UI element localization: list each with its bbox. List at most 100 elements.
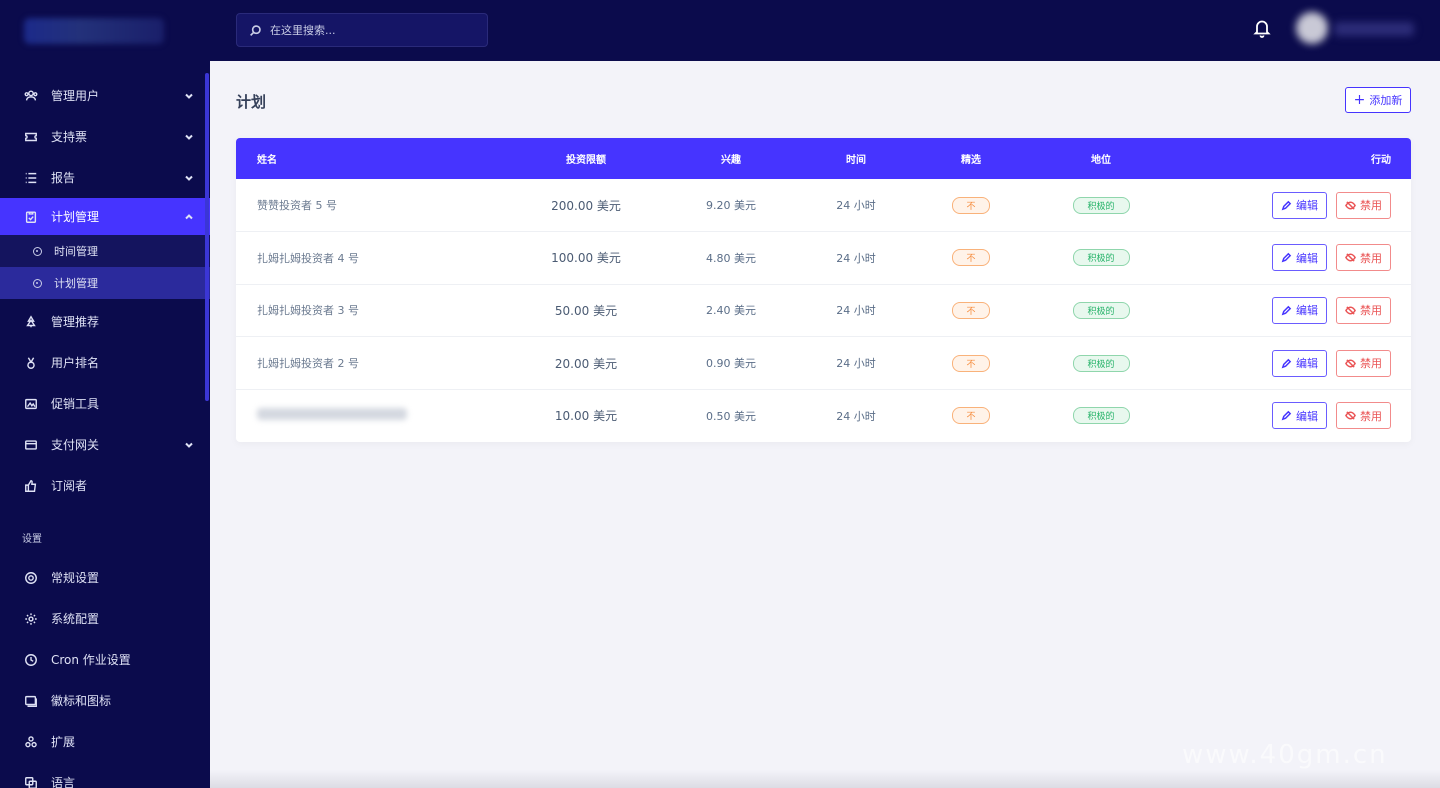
featured-cell: 不 xyxy=(906,389,1036,442)
edit-button[interactable]: 编辑 xyxy=(1272,349,1327,377)
featured-badge: 不 xyxy=(952,354,990,372)
pencil-icon xyxy=(1281,253,1292,263)
status-badge: 积极的 xyxy=(1072,196,1130,214)
edit-button[interactable]: 编辑 xyxy=(1272,296,1327,324)
sidebar-item-label: 用户排名 xyxy=(51,356,100,370)
plan-name: 扎姆扎姆投资者 3 号 xyxy=(257,304,359,318)
sidebar-item-reports[interactable]: 报告 xyxy=(0,157,210,198)
header-action: 行动 xyxy=(1371,155,1391,166)
plan-interest: 0.90 美元 xyxy=(706,357,756,371)
sidebar-item-referrals[interactable]: 管理推荐 xyxy=(0,301,210,342)
logo[interactable] xyxy=(24,17,164,44)
sidebar-item-language[interactable]: 语言 xyxy=(0,762,210,788)
header-name: 姓名 xyxy=(257,155,277,166)
sidebar-item-cron-settings[interactable]: Cron 作业设置 xyxy=(0,639,210,680)
header-limit: 投资限额 xyxy=(566,155,606,166)
disable-button[interactable]: 禁用 xyxy=(1336,349,1391,377)
sidebar-nav: 管理用户 支持票 报告 计划管理 时间管理 计划管理 xyxy=(0,61,210,788)
plan-time: 24 小时 xyxy=(836,199,876,213)
sidebar-item-plan-management[interactable]: 计划管理 xyxy=(0,198,210,235)
sidebar-item-promotion-tools[interactable]: 促销工具 xyxy=(0,383,210,424)
plans-table-card: 姓名 投资限额 兴趣 时间 精选 地位 行动 赞赞投资者 5 号 200.00 … xyxy=(236,138,1411,442)
sidebar-item-general-settings[interactable]: 常规设置 xyxy=(0,557,210,598)
featured-cell: 不 xyxy=(906,337,1036,390)
status-badge: 积极的 xyxy=(1072,249,1130,267)
image-icon xyxy=(24,397,38,411)
featured-cell: 不 xyxy=(906,284,1036,337)
clipboard-icon xyxy=(24,210,38,224)
clock-icon xyxy=(24,653,38,667)
sidebar-item-support-tickets[interactable]: 支持票 xyxy=(0,116,210,157)
tree-icon xyxy=(24,314,38,329)
edit-label: 编辑 xyxy=(1296,409,1318,423)
status-cell: 积极的 xyxy=(1036,179,1166,232)
watermark: www.40gm.cn xyxy=(1182,740,1388,770)
sidebar-item-label: 管理用户 xyxy=(51,89,100,103)
username[interactable] xyxy=(1334,22,1414,36)
sidebar-item-label: Cron 作业设置 xyxy=(51,653,131,667)
cubes-icon xyxy=(24,735,38,749)
disable-label: 禁用 xyxy=(1360,199,1382,213)
sidebar-item-logo-icons[interactable]: 徽标和图标 xyxy=(0,680,210,721)
plan-interest: 4.80 美元 xyxy=(706,251,756,265)
chevron-down-icon xyxy=(184,173,194,183)
sidebar-scrollbar[interactable] xyxy=(205,73,209,401)
status-badge: 积极的 xyxy=(1072,301,1130,319)
edit-button[interactable]: 编辑 xyxy=(1272,191,1327,219)
disable-label: 禁用 xyxy=(1360,357,1382,371)
actions-cell: 编辑 禁用 xyxy=(1166,389,1411,442)
plan-time: 24 小时 xyxy=(836,357,876,371)
table-row: 10.00 美元 0.50 美元 24 小时 不 积极的 编辑 禁用 xyxy=(236,389,1411,442)
brand[interactable] xyxy=(0,0,210,61)
avatar[interactable] xyxy=(1296,12,1328,44)
plan-interest: 0.50 美元 xyxy=(706,409,756,423)
sidebar-item-system-config[interactable]: 系统配置 xyxy=(0,598,210,639)
sidebar-item-extensions[interactable]: 扩展 xyxy=(0,721,210,762)
actions-cell: 编辑 禁用 xyxy=(1166,337,1411,390)
sidebar-item-user-ranking[interactable]: 用户排名 xyxy=(0,342,210,383)
sidebar-subitem-time-management[interactable]: 时间管理 xyxy=(0,235,210,267)
images-icon xyxy=(24,694,38,708)
plan-limit: 10.00 美元 xyxy=(554,409,618,424)
medal-icon xyxy=(24,356,38,370)
disable-button[interactable]: 禁用 xyxy=(1336,244,1391,272)
actions-cell: 编辑 禁用 xyxy=(1166,284,1411,337)
search-input[interactable] xyxy=(270,23,470,37)
edit-button[interactable]: 编辑 xyxy=(1272,402,1327,430)
disable-button[interactable]: 禁用 xyxy=(1336,191,1391,219)
plan-name: 赞赞投资者 5 号 xyxy=(257,199,337,213)
featured-badge: 不 xyxy=(952,249,990,267)
add-new-button[interactable]: + 添加新 xyxy=(1345,87,1411,113)
disable-button[interactable]: 禁用 xyxy=(1336,296,1391,324)
edit-label: 编辑 xyxy=(1296,304,1318,318)
plan-limit: 200.00 美元 xyxy=(551,198,621,213)
plan-time: 24 小时 xyxy=(836,251,876,265)
sidebar-subitem-plan-management[interactable]: 计划管理 xyxy=(0,267,210,299)
search-box[interactable] xyxy=(236,13,488,47)
disable-button[interactable]: 禁用 xyxy=(1336,402,1391,430)
chevron-down-icon xyxy=(184,132,194,142)
main-content: 计划 + 添加新 姓名 投资限额 兴趣 时间 精选 地位 行动 赞赞投资者 5 … xyxy=(210,61,1440,788)
sidebar-item-manage-users[interactable]: 管理用户 xyxy=(0,75,210,116)
plans-table: 姓名 投资限额 兴趣 时间 精选 地位 行动 赞赞投资者 5 号 200.00 … xyxy=(236,138,1411,442)
sidebar-item-label: 系统配置 xyxy=(51,612,100,626)
edit-button[interactable]: 编辑 xyxy=(1272,244,1327,272)
credit-card-icon xyxy=(24,438,38,452)
table-row: 扎姆扎姆投资者 2 号 20.00 美元 0.90 美元 24 小时 不 积极的… xyxy=(236,337,1411,390)
pencil-icon xyxy=(1281,411,1292,421)
edit-label: 编辑 xyxy=(1296,199,1318,213)
circle-dot-icon xyxy=(33,246,42,256)
table-row: 扎姆扎姆投资者 4 号 100.00 美元 4.80 美元 24 小时 不 积极… xyxy=(236,232,1411,285)
sidebar-item-subscribers[interactable]: 订阅者 xyxy=(0,465,210,506)
plan-interest: 9.20 美元 xyxy=(706,199,756,213)
featured-cell: 不 xyxy=(906,179,1036,232)
sidebar-item-payment-gateways[interactable]: 支付网关 xyxy=(0,424,210,465)
gear-icon xyxy=(24,612,38,626)
chevron-up-icon xyxy=(184,212,194,222)
bottom-shade xyxy=(210,770,1440,788)
pencil-icon xyxy=(1281,358,1292,368)
plan-time: 24 小时 xyxy=(836,409,876,423)
sidebar-item-label: 支付网关 xyxy=(51,438,100,452)
bell-icon[interactable] xyxy=(1253,18,1271,38)
plan-time: 24 小时 xyxy=(836,304,876,318)
